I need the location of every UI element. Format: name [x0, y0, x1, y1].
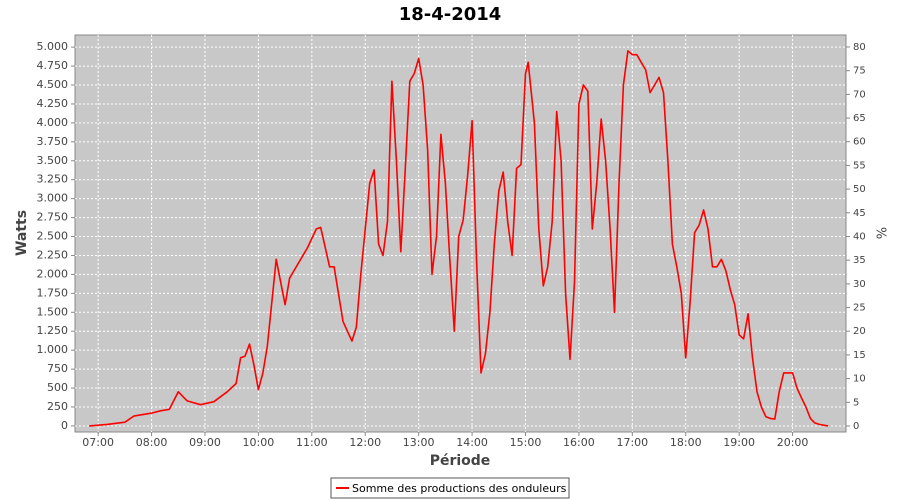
x-tick-label: 17:00 [616, 436, 648, 449]
legend-label: Somme des productions des onduleurs [352, 482, 567, 495]
y2-tick-label: 50 [853, 184, 866, 195]
y-tick-label: 500 [47, 381, 68, 394]
y2-tick-label: 55 [853, 160, 866, 171]
x-tick-label: 15:00 [510, 436, 542, 449]
y-tick-label: 3.500 [37, 154, 69, 167]
x-tick-label: 16:00 [563, 436, 595, 449]
y-tick-label: 3.750 [37, 135, 69, 148]
y-axis-label: Watts [14, 210, 30, 256]
x-tick-label: 20:00 [777, 436, 809, 449]
chart-title: 18-4-2014 [399, 4, 502, 25]
y-tick-label: 2.250 [37, 248, 69, 261]
y2-tick-label: 60 [853, 137, 866, 148]
y-tick-label: 3.250 [37, 173, 69, 186]
y-tick-label: 1.250 [37, 324, 69, 337]
x-tick-label: 07:00 [82, 436, 114, 449]
y2-tick-label: 65 [853, 113, 866, 124]
x-tick-label: 08:00 [136, 436, 168, 449]
x-axis-label: Période [430, 453, 491, 469]
y-tick-label: 5.000 [37, 40, 69, 53]
y2-tick-label: 70 [853, 89, 866, 100]
y2-tick-label: 10 [853, 374, 866, 385]
plot-area [74, 34, 847, 433]
y-tick-label: 2.750 [37, 211, 69, 224]
y-tick-label: 3.000 [37, 192, 69, 205]
y2-tick-label: 25 [853, 303, 866, 314]
y2-tick-label: 35 [853, 255, 866, 266]
y-tick-label: 750 [47, 362, 68, 375]
x-tick-label: 14:00 [456, 436, 488, 449]
y2-axis-label: % [873, 227, 888, 239]
y-tick-label: 4.750 [37, 59, 69, 72]
y2-tick-label: 45 [853, 208, 866, 219]
y-tick-label: 4.250 [37, 97, 69, 110]
x-tick-label: 19:00 [723, 436, 755, 449]
y2-tick-label: 75 [853, 66, 866, 77]
x-tick-label: 10:00 [243, 436, 275, 449]
y2-tick-label: 20 [853, 326, 866, 337]
x-tick-label: 18:00 [670, 436, 702, 449]
y2-tick-label: 0 [853, 421, 859, 432]
y-tick-label: 2.500 [37, 230, 69, 243]
x-tick-label: 13:00 [403, 436, 435, 449]
y-tick-label: 1.750 [37, 286, 69, 299]
y-tick-label: 4.000 [37, 116, 69, 129]
y2-tick-label: 5 [853, 397, 859, 408]
y2-tick-label: 30 [853, 279, 866, 290]
x-tick-label: 12:00 [349, 436, 381, 449]
legend [330, 477, 570, 499]
y2-tick-label: 80 [853, 42, 866, 53]
y-tick-label: 1.500 [37, 305, 69, 318]
y-tick-label: 4.500 [37, 78, 69, 91]
y-tick-label: 1.000 [37, 343, 69, 356]
x-tick-label: 11:00 [296, 436, 328, 449]
x-tick-label: 09:00 [189, 436, 221, 449]
data-line [89, 50, 829, 427]
y-tick-label: 2.000 [37, 267, 69, 280]
y2-tick-label: 40 [853, 231, 866, 242]
y-tick-label: 250 [47, 400, 68, 413]
y-tick-label: 0 [61, 419, 68, 432]
y2-tick-label: 15 [853, 350, 866, 361]
